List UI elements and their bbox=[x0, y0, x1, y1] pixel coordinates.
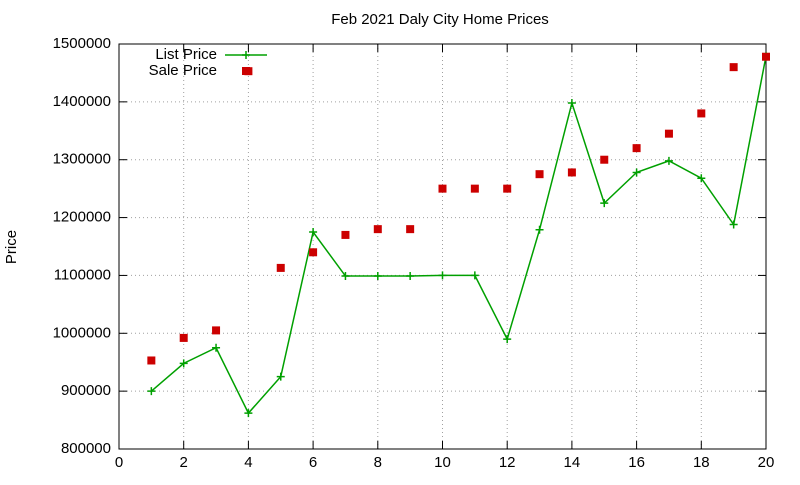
point bbox=[567, 99, 576, 108]
point bbox=[276, 263, 285, 272]
legend-marker bbox=[242, 51, 250, 59]
point bbox=[535, 225, 544, 234]
x-tick-label: 18 bbox=[693, 454, 710, 471]
point bbox=[373, 272, 382, 281]
legend-label: Sale Price bbox=[149, 62, 217, 79]
chart-title: Feb 2021 Daly City Home Prices bbox=[331, 11, 549, 28]
legend-label: List Price bbox=[155, 46, 217, 63]
point bbox=[438, 271, 447, 280]
x-tick-label: 6 bbox=[309, 454, 317, 471]
x-tick-label: 2 bbox=[180, 454, 188, 471]
point bbox=[179, 333, 188, 342]
point bbox=[697, 109, 706, 118]
point bbox=[147, 387, 156, 396]
y-tick-label: 900000 bbox=[61, 382, 111, 399]
point bbox=[244, 409, 253, 418]
point bbox=[341, 230, 350, 239]
point bbox=[503, 335, 512, 344]
point bbox=[147, 356, 156, 365]
point bbox=[632, 168, 641, 177]
point bbox=[762, 52, 770, 61]
point bbox=[179, 359, 188, 368]
point bbox=[632, 144, 641, 153]
point bbox=[212, 326, 221, 335]
y-tick-label: 800000 bbox=[61, 440, 111, 457]
point bbox=[406, 225, 415, 234]
x-tick-label: 10 bbox=[434, 454, 451, 471]
y-tick-label: 1400000 bbox=[53, 93, 111, 110]
y-tick-label: 1500000 bbox=[53, 35, 111, 52]
point bbox=[697, 174, 706, 183]
point bbox=[373, 225, 382, 234]
y-tick-label: 1200000 bbox=[53, 209, 111, 226]
point bbox=[729, 63, 738, 72]
point bbox=[276, 372, 285, 381]
point bbox=[470, 271, 479, 280]
y-tick-label: 1000000 bbox=[53, 324, 111, 341]
point bbox=[600, 199, 609, 208]
x-tick-label: 16 bbox=[628, 454, 645, 471]
x-tick-label: 12 bbox=[499, 454, 516, 471]
series-line bbox=[150, 56, 767, 415]
x-tick-label: 20 bbox=[758, 454, 775, 471]
point bbox=[567, 168, 576, 177]
point bbox=[664, 129, 673, 138]
y-tick-label: 1100000 bbox=[54, 266, 111, 283]
point bbox=[309, 228, 318, 237]
point bbox=[535, 170, 544, 179]
point bbox=[406, 272, 415, 281]
y-axis-label: Price bbox=[3, 230, 20, 264]
x-tick-label: 14 bbox=[564, 454, 581, 471]
point bbox=[309, 248, 318, 257]
point bbox=[244, 67, 253, 76]
plot-border bbox=[118, 43, 767, 450]
point bbox=[470, 184, 479, 193]
x-tick-label: 8 bbox=[374, 454, 382, 471]
y-tick-label: 1300000 bbox=[53, 151, 111, 168]
point bbox=[438, 184, 447, 193]
point bbox=[729, 220, 738, 229]
point bbox=[503, 184, 512, 193]
point bbox=[341, 272, 350, 281]
x-tick-label: 0 bbox=[115, 454, 123, 471]
point bbox=[212, 343, 221, 352]
point bbox=[600, 155, 609, 164]
x-tick-label: 4 bbox=[244, 454, 252, 471]
point bbox=[664, 156, 673, 165]
